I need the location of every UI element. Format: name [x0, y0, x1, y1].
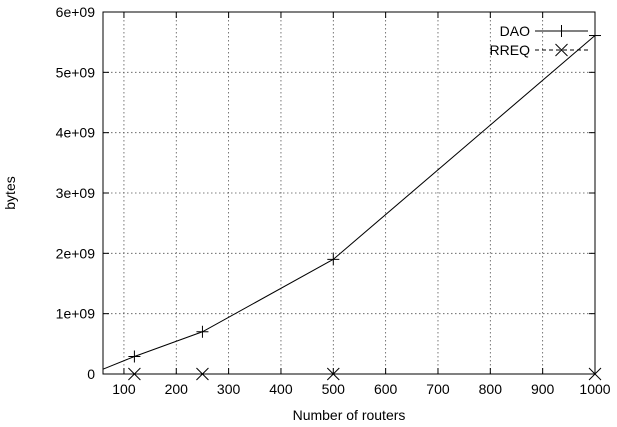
legend-item-rreq: RREQ	[490, 42, 588, 58]
marker-stroke	[128, 367, 141, 381]
legend-item-dao: DAO	[500, 23, 588, 39]
x-tick-label: 900	[531, 381, 555, 397]
plot-frame	[102, 11, 596, 375]
data-point-rreq	[588, 367, 602, 381]
y-tick-label: 5e+09	[56, 64, 96, 80]
marker-stroke	[196, 367, 209, 381]
data-point-dao	[327, 253, 340, 266]
y-tick-label: 0	[87, 366, 95, 382]
data-point-rreq	[128, 367, 141, 381]
x-tick-label: 200	[165, 381, 189, 397]
y-tick-label: 1e+09	[56, 306, 96, 322]
marker-stroke	[555, 43, 568, 57]
x-tick-label: 500	[322, 381, 346, 397]
data-point-rreq	[196, 367, 209, 381]
legend-marker	[555, 43, 568, 57]
grid-lines	[103, 12, 595, 374]
data-point-dao	[589, 29, 601, 42]
series-line-dao	[102, 35, 596, 370]
series-rreq	[128, 367, 602, 381]
legend: DAO RREQ	[490, 23, 588, 58]
y-tick-label: 4e+09	[56, 125, 96, 141]
y-axis-title: bytes	[2, 176, 18, 209]
marker-stroke	[326, 367, 340, 381]
y-tick-label: 6e+09	[56, 4, 96, 20]
legend-label: RREQ	[490, 42, 531, 58]
x-tick-label: 700	[426, 381, 450, 397]
legend-label: DAO	[500, 23, 530, 39]
data-point-dao	[196, 325, 209, 338]
series-group	[102, 29, 602, 381]
x-tick-label: 100	[112, 381, 136, 397]
data-point-rreq	[326, 367, 340, 381]
y-tick-label: 3e+09	[56, 185, 96, 201]
x-tick-label: 300	[217, 381, 241, 397]
x-axis-title: Number of routers	[293, 407, 406, 423]
axis-ticks: 100 200 300 400 500 600 700 800 900 1000 0 1e+09 2e+…	[56, 4, 611, 397]
marker-stroke	[588, 367, 602, 381]
legend-marker	[555, 25, 568, 37]
x-tick-label: 1000	[579, 381, 610, 397]
data-point-dao	[128, 350, 141, 363]
x-tick-label: 800	[479, 381, 503, 397]
x-tick-label: 600	[374, 381, 398, 397]
series-dao	[102, 29, 601, 370]
y-tick-label: 2e+09	[56, 245, 96, 261]
x-tick-label: 400	[269, 381, 293, 397]
